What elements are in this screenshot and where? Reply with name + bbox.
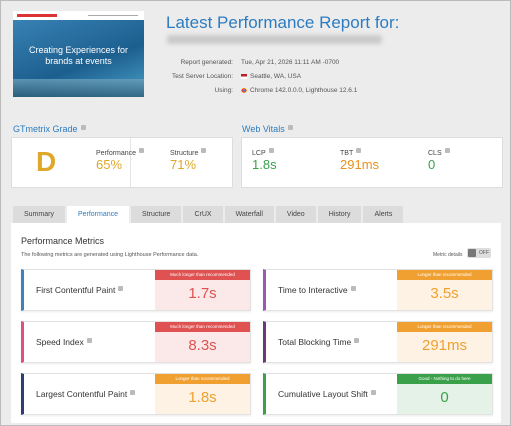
score-label: Performance xyxy=(96,148,145,157)
metric-label: Total Blocking Time xyxy=(278,337,352,347)
metric-value-box: Good - Nothing to do here 0 xyxy=(397,374,492,414)
tab[interactable]: Video xyxy=(275,206,316,223)
metric-card: Speed Index Much longer than recommended 8… xyxy=(21,321,251,363)
vitals-box: LCP 1.8s TBT 291ms CLS 0 xyxy=(241,137,503,188)
metric-label: First Contentful Paint xyxy=(36,285,116,295)
vital-value: 1.8s xyxy=(252,157,277,172)
detail-text: Seattle, WA, USA xyxy=(250,73,302,80)
metric-badge: Longer than recommended xyxy=(397,322,492,332)
metric-label: Cumulative Layout Shift xyxy=(278,389,368,399)
metric-card: Total Blocking Time Longer than recommend… xyxy=(263,321,493,363)
vital-label-text: LCP xyxy=(252,150,266,157)
metric-badge: Much longer than recommended xyxy=(155,270,250,280)
vital-label: CLS xyxy=(428,148,450,157)
toggle-label: Metric details xyxy=(433,252,463,258)
metrics-description: The following metrics are generated usin… xyxy=(21,252,199,258)
grade-letter: D xyxy=(36,146,57,177)
metric-name: Largest Contentful Paint xyxy=(36,374,136,414)
metric-value-box: Much longer than recommended 8.3s xyxy=(155,322,250,362)
metric-value: 0 xyxy=(440,389,449,406)
metric-name: Total Blocking Time xyxy=(278,322,360,362)
metric-badge: Much longer than recommended xyxy=(155,322,250,332)
grade-title: GTmetrix Grade xyxy=(13,124,78,134)
blurred-url xyxy=(167,35,382,44)
score-label-text: Performance xyxy=(96,150,137,157)
metric-card: Time to Interactive Longer than recommend… xyxy=(263,269,493,311)
tab[interactable]: Summary xyxy=(13,206,65,223)
score-label: Structure xyxy=(170,148,207,157)
detail-text: Chrome 142.0.0.0, Lighthouse 12.6.1 xyxy=(250,87,358,94)
vital-label-text: TBT xyxy=(340,150,354,157)
detail-label: Using: xyxy=(214,87,233,94)
score-value: 65% xyxy=(96,157,123,172)
vital-label-text: CLS xyxy=(428,150,442,157)
report-title: Latest Performance Report for: xyxy=(166,13,400,32)
metric-name: Speed Index xyxy=(36,322,92,362)
metric-card: Cumulative Layout Shift Good - Nothing to… xyxy=(263,373,493,415)
detail-label: Report generated: xyxy=(180,59,233,66)
tab[interactable]: History xyxy=(317,206,362,223)
detail-value: Seattle, WA, USA xyxy=(241,73,301,80)
vital-value: 0 xyxy=(428,157,436,172)
site-thumbnail: Creating Experiences for brands at event… xyxy=(13,11,144,97)
grade-box: D Performance 65% Structure 71% xyxy=(11,137,233,188)
tabs: Summary Performance Structure CrUX Waterfall… xyxy=(13,206,404,223)
metric-name: First Contentful Paint xyxy=(36,270,124,310)
detail-value: Chrome 142.0.0.0, Lighthouse 12.6.1 xyxy=(241,87,357,94)
tab[interactable]: Alerts xyxy=(363,206,404,223)
metric-card: Largest Contentful Paint Longer than reco… xyxy=(21,373,251,415)
score-value: 71% xyxy=(170,157,197,172)
vital-label: TBT xyxy=(340,148,362,157)
thumbnail-text: Creating Experiences for brands at event… xyxy=(28,45,129,66)
metric-value: 291ms xyxy=(421,337,468,354)
detail-text: Tue, Apr 21, 2026 11:11 AM -0700 xyxy=(241,59,340,66)
metric-badge: Longer than recommended xyxy=(155,374,250,384)
tab[interactable]: Performance xyxy=(66,206,130,223)
metric-label: Largest Contentful Paint xyxy=(36,389,128,399)
metric-value-box: Longer than recommended 1.8s xyxy=(155,374,250,414)
metric-value-box: Longer than recommended 3.5s xyxy=(397,270,492,310)
metric-card: First Contentful Paint Much longer than r… xyxy=(21,269,251,311)
vital-label: LCP xyxy=(252,148,274,157)
grade-heading: GTmetrix Grade xyxy=(13,124,86,134)
metric-value: 3.5s xyxy=(430,285,459,302)
tab[interactable]: CrUX xyxy=(183,206,223,223)
tab[interactable]: Waterfall xyxy=(224,206,274,223)
vital-value: 291ms xyxy=(340,157,380,172)
detail-value: Tue, Apr 21, 2026 11:11 AM -0700 xyxy=(241,59,339,66)
metric-name: Time to Interactive xyxy=(278,270,356,310)
tab[interactable]: Structure xyxy=(131,206,182,223)
metric-value-box: Longer than recommended 291ms xyxy=(397,322,492,362)
score-label-text: Structure xyxy=(170,150,199,157)
metric-badge: Good - Nothing to do here xyxy=(397,374,492,384)
metric-name: Cumulative Layout Shift xyxy=(278,374,376,414)
metric-value: 1.7s xyxy=(188,285,217,302)
metric-value-box: Much longer than recommended 1.7s xyxy=(155,270,250,310)
toggle[interactable]: OFF xyxy=(467,248,491,258)
toggle-state: OFF xyxy=(479,250,489,256)
metric-label: Time to Interactive xyxy=(278,285,348,295)
metric-label: Speed Index xyxy=(36,337,84,347)
metric-badge: Longer than recommended xyxy=(397,270,492,280)
detail-label: Test Server Location: xyxy=(171,73,233,80)
metrics-title: Performance Metrics xyxy=(21,236,105,246)
vitals-heading: Web Vitals xyxy=(242,124,293,134)
vitals-title: Web Vitals xyxy=(242,124,285,134)
metric-value: 8.3s xyxy=(188,337,217,354)
metric-value: 1.8s xyxy=(188,389,217,406)
